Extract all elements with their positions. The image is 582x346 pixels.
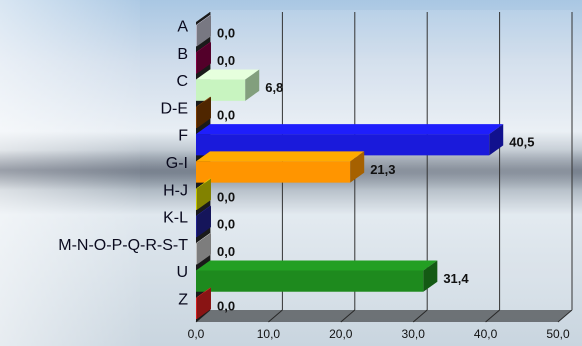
- bar-d-e: [196, 96, 211, 129]
- bar-side: [489, 124, 504, 156]
- bar-front: [196, 25, 197, 47]
- category-label: B: [177, 46, 188, 63]
- x-tick-label: 0,0: [188, 327, 205, 341]
- bar-c: [196, 69, 260, 101]
- value-label: 0,0: [217, 244, 235, 259]
- category-label: F: [178, 128, 188, 145]
- bar-side: [197, 205, 211, 238]
- bar-front: [196, 215, 197, 238]
- x-axis-ticks: 0,0 10,0 20,0 30,0 40,0 50,0: [188, 327, 570, 341]
- bar-front: [196, 79, 246, 101]
- bar-side: [197, 42, 211, 74]
- category-label: H-J: [163, 182, 188, 199]
- bar-a: [196, 15, 211, 47]
- bar-top: [196, 96, 211, 107]
- category-label: Z: [178, 291, 188, 308]
- category-labels: ABC D-E F G-I H-J K-L M-N-O-P-Q-R-S-T UZ: [58, 19, 188, 309]
- bar-side: [197, 96, 211, 129]
- bar-front: [196, 188, 197, 210]
- category-label: G-I: [166, 155, 188, 172]
- value-label: 0,0: [217, 26, 235, 41]
- value-label: 40,5: [509, 135, 534, 150]
- category-label: M-N-O-P-Q-R-S-T: [58, 237, 188, 254]
- value-label: 21,3: [370, 162, 395, 177]
- bar-side: [423, 260, 438, 292]
- x-tick-label: 50,0: [546, 327, 570, 341]
- bars: [196, 15, 504, 319]
- bar-top: [196, 69, 260, 80]
- value-label: 0,0: [217, 298, 235, 313]
- bar-g-i: [196, 151, 365, 183]
- floor: [196, 310, 572, 322]
- bar-side: [245, 69, 260, 101]
- bar-top: [196, 205, 211, 216]
- bar-u: [196, 260, 438, 292]
- bar-m-n-o-p-q-r-s-t: [196, 233, 211, 265]
- bar-z: [196, 287, 211, 319]
- bar-side: [197, 15, 211, 47]
- bar-top: [196, 42, 211, 53]
- category-label: K-L: [163, 210, 188, 227]
- bar-front: [196, 243, 197, 265]
- bar-h-j: [196, 178, 211, 210]
- bar-top: [196, 260, 438, 271]
- category-label: D-E: [160, 100, 188, 117]
- category-label: A: [177, 19, 188, 36]
- x-tick-label: 20,0: [329, 327, 353, 341]
- bar-front: [196, 134, 490, 156]
- bar-side: [350, 151, 365, 183]
- category-label: U: [176, 264, 188, 281]
- x-tick-label: 10,0: [257, 327, 281, 341]
- x-tick-label: 30,0: [402, 327, 426, 341]
- bar-side: [197, 287, 211, 319]
- bar-top: [196, 15, 211, 25]
- bar-top: [196, 178, 211, 189]
- value-label: 0,0: [217, 189, 235, 204]
- bar-front: [196, 270, 424, 292]
- bar-top: [196, 287, 211, 298]
- value-label: 0,0: [217, 217, 235, 232]
- bar-k-l: [196, 205, 211, 238]
- bar-front: [196, 106, 197, 129]
- bar-front: [196, 297, 197, 319]
- value-label: 31,4: [443, 271, 469, 286]
- value-label: 0,0: [217, 53, 235, 68]
- bar-top: [196, 151, 365, 162]
- bar-front: [196, 52, 197, 74]
- bar-front: [196, 161, 351, 183]
- bar-side: [197, 233, 211, 265]
- bar-top: [196, 233, 211, 244]
- bar-f: [196, 124, 504, 156]
- value-labels: 0,0 0,0 6,8 0,0 40,5 21,3 0,0 0,0 0,0 31,4 0,0: [217, 26, 535, 314]
- bar-top: [196, 124, 504, 135]
- category-label: C: [176, 73, 188, 90]
- bar-side: [197, 178, 211, 210]
- value-label: 6,8: [265, 80, 283, 95]
- bar-b: [196, 42, 211, 74]
- value-label: 0,0: [217, 107, 235, 122]
- x-tick-label: 40,0: [474, 327, 498, 341]
